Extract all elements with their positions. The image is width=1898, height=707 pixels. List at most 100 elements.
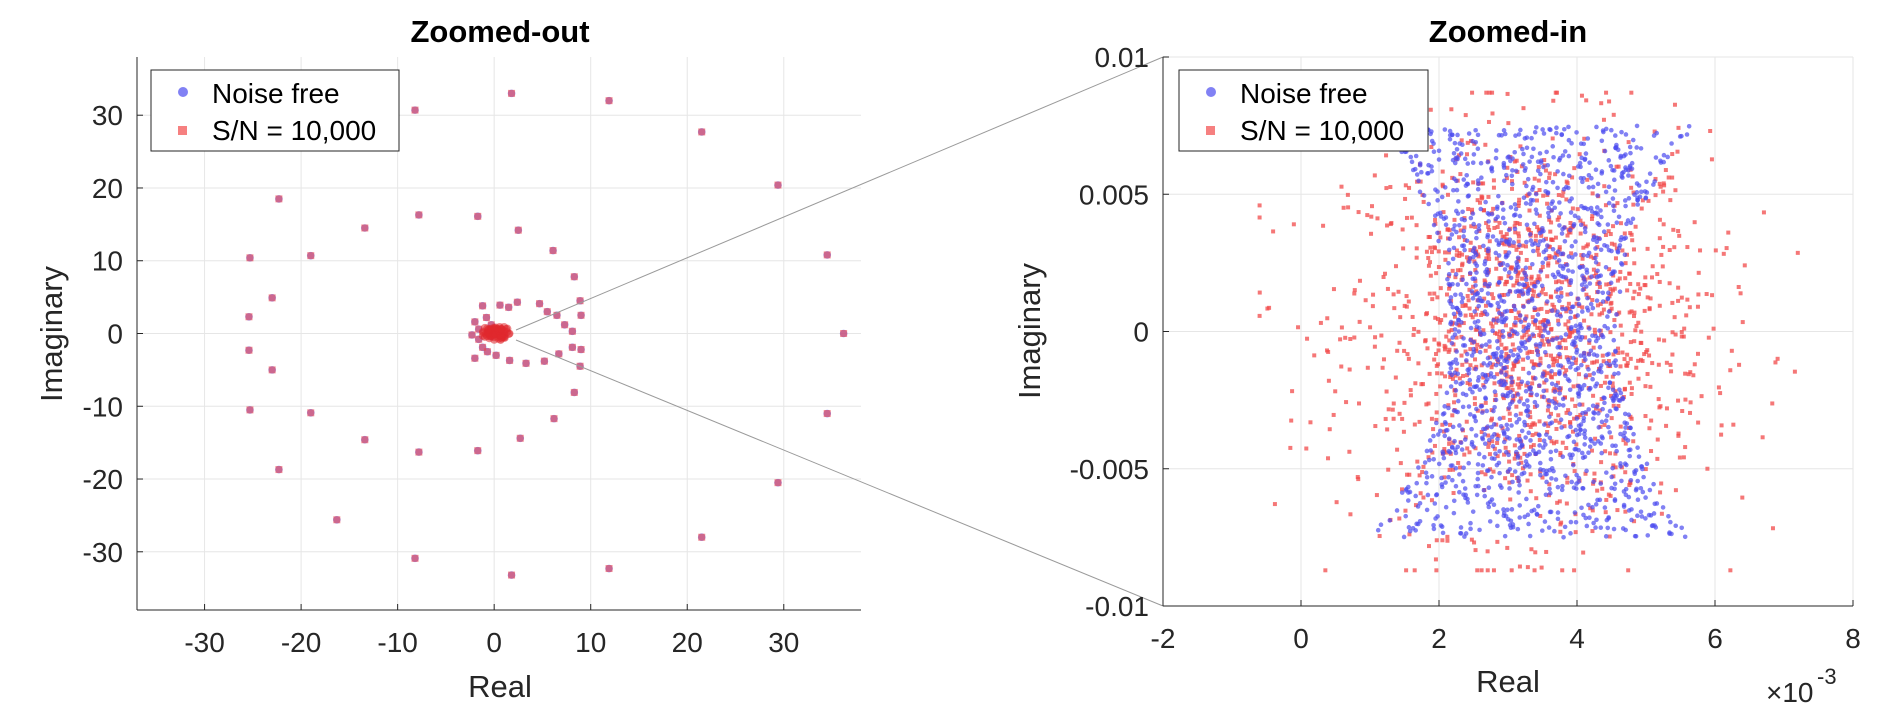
data-point bbox=[1505, 390, 1511, 396]
data-point bbox=[1558, 522, 1563, 527]
data-point bbox=[1447, 441, 1452, 446]
data-point bbox=[1575, 313, 1580, 318]
data-point bbox=[1560, 193, 1565, 198]
data-point bbox=[1590, 529, 1595, 534]
data-point bbox=[1401, 429, 1406, 434]
data-point bbox=[1573, 323, 1579, 329]
data-point bbox=[1446, 260, 1451, 266]
data-point bbox=[1557, 344, 1563, 350]
data-point bbox=[1495, 318, 1501, 324]
data-point bbox=[1532, 241, 1538, 246]
data-point bbox=[1659, 511, 1664, 516]
x-axis-label: Real bbox=[468, 669, 532, 704]
data-point bbox=[1548, 449, 1554, 455]
data-point bbox=[1451, 227, 1456, 232]
data-point bbox=[1594, 517, 1599, 523]
data-point bbox=[1613, 395, 1618, 400]
data-point bbox=[1435, 189, 1440, 194]
data-point bbox=[1729, 348, 1734, 353]
data-point bbox=[1574, 350, 1579, 355]
data-point bbox=[1451, 245, 1457, 251]
data-point bbox=[1421, 495, 1426, 500]
data-point bbox=[1595, 245, 1600, 250]
data-point bbox=[1491, 408, 1496, 414]
data-point bbox=[1696, 292, 1701, 297]
data-point bbox=[1448, 301, 1454, 307]
data-point bbox=[1493, 155, 1499, 161]
data-point bbox=[1406, 490, 1411, 495]
data-point bbox=[1428, 245, 1433, 250]
data-point bbox=[1375, 527, 1381, 533]
data-point bbox=[1617, 387, 1622, 392]
data-point bbox=[1614, 312, 1619, 317]
data-point bbox=[1560, 396, 1566, 402]
data-point bbox=[1371, 292, 1376, 297]
data-point bbox=[1451, 467, 1456, 472]
data-point bbox=[1598, 525, 1604, 530]
data-point bbox=[1406, 525, 1412, 530]
data-point bbox=[1652, 179, 1657, 184]
data-point bbox=[1529, 288, 1534, 293]
data-point bbox=[1646, 512, 1652, 518]
data-point bbox=[1460, 380, 1465, 386]
data-point bbox=[1556, 413, 1561, 418]
data-point bbox=[1673, 523, 1679, 529]
data-point bbox=[1531, 448, 1536, 453]
data-point bbox=[1531, 283, 1537, 289]
data-point bbox=[1464, 255, 1469, 260]
data-point bbox=[1658, 404, 1663, 409]
data-point bbox=[1506, 270, 1512, 275]
data-point bbox=[1608, 280, 1614, 286]
data-point bbox=[1514, 420, 1520, 425]
data-point bbox=[1434, 271, 1439, 276]
data-point bbox=[1554, 359, 1559, 364]
data-point bbox=[1369, 231, 1374, 236]
data-point bbox=[1633, 328, 1638, 333]
data-point bbox=[1586, 450, 1591, 456]
data-point bbox=[550, 415, 558, 423]
data-point bbox=[1556, 354, 1561, 359]
data-point bbox=[1513, 323, 1518, 328]
data-point bbox=[1557, 420, 1562, 425]
data-point bbox=[1581, 245, 1586, 250]
data-point bbox=[1599, 138, 1605, 144]
data-point bbox=[1526, 521, 1531, 527]
data-point bbox=[1577, 265, 1583, 270]
data-point bbox=[1728, 368, 1733, 373]
data-point bbox=[1472, 396, 1477, 401]
data-point bbox=[1595, 497, 1600, 503]
data-point bbox=[1632, 261, 1637, 266]
data-point bbox=[1516, 234, 1521, 239]
data-point bbox=[1506, 386, 1511, 391]
data-point bbox=[1643, 414, 1648, 419]
data-point bbox=[1582, 435, 1588, 440]
data-point bbox=[1581, 141, 1587, 147]
data-point bbox=[1491, 568, 1496, 573]
data-point bbox=[1483, 396, 1489, 402]
data-point bbox=[1493, 250, 1499, 256]
data-point bbox=[1538, 269, 1543, 274]
data-point bbox=[1472, 540, 1477, 545]
data-point bbox=[1761, 210, 1766, 215]
data-point bbox=[1568, 365, 1573, 370]
data-point bbox=[1503, 254, 1509, 260]
data-point bbox=[1583, 205, 1588, 211]
data-point bbox=[1443, 480, 1448, 485]
data-point bbox=[1446, 281, 1452, 287]
data-point bbox=[1407, 528, 1413, 534]
data-point bbox=[1612, 177, 1617, 183]
data-point bbox=[1468, 526, 1473, 532]
data-point bbox=[475, 325, 483, 333]
data-point bbox=[1512, 469, 1518, 474]
data-point bbox=[1536, 252, 1541, 257]
data-point bbox=[1518, 396, 1523, 401]
data-point bbox=[1639, 189, 1644, 195]
data-point bbox=[1657, 217, 1662, 222]
data-point bbox=[1498, 361, 1504, 367]
data-point bbox=[1461, 234, 1466, 239]
data-point bbox=[1626, 412, 1632, 418]
data-point bbox=[1519, 164, 1524, 169]
data-point bbox=[1465, 496, 1470, 502]
data-point bbox=[1656, 362, 1661, 367]
